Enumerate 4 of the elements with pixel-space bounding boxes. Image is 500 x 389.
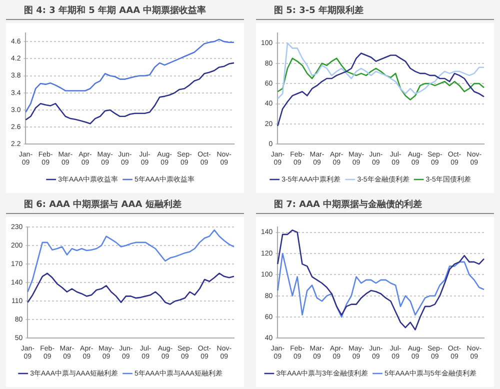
- chart-title: 图 7: AAA 中期票据与金融债的利差: [256, 194, 494, 214]
- chart-title: 图 5: 3-5 年期限利差: [256, 0, 494, 20]
- chart-title: 图 6: AAA 中期票据与 AAA 短融利差: [6, 194, 244, 214]
- chart-title: 图 4: 3 年期和 5 年期 AAA 中期票据收益率: [6, 0, 244, 20]
